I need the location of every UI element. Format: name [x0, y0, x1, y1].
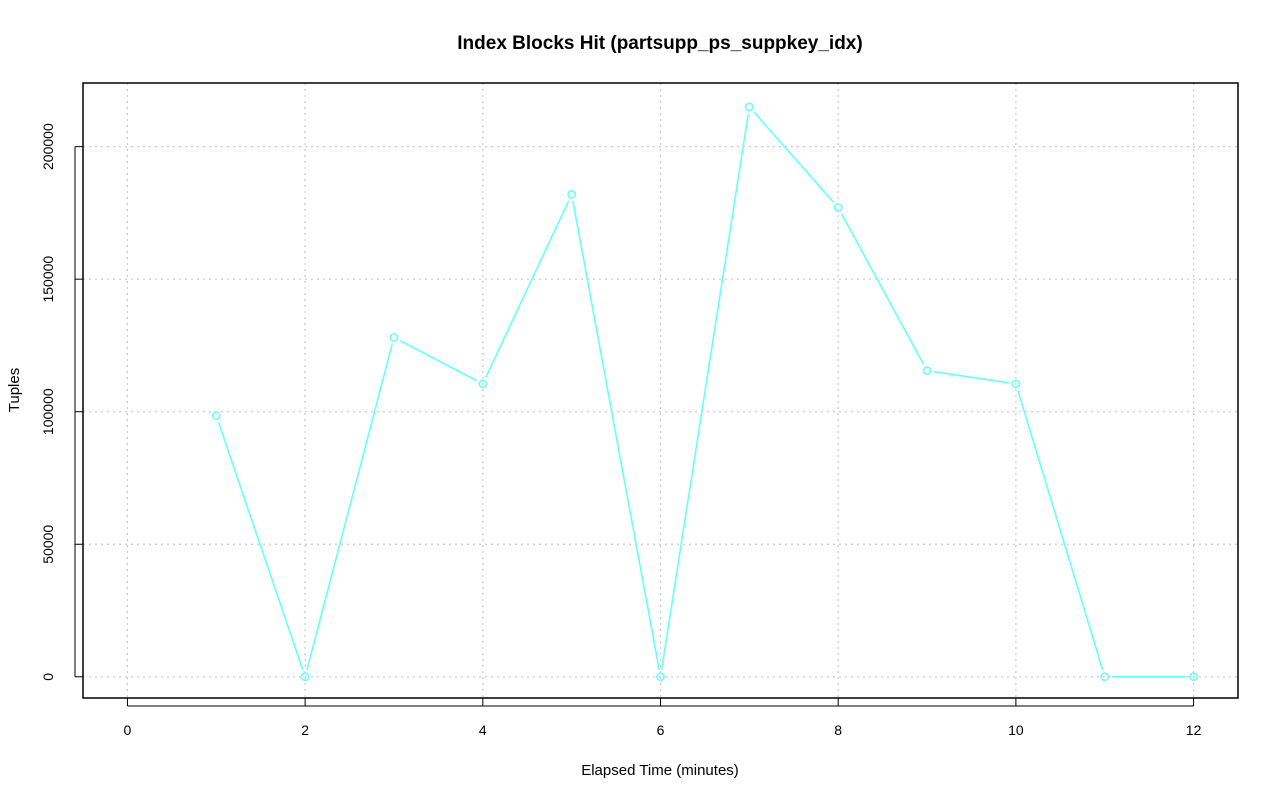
x-tick-label: 6: [657, 722, 665, 738]
data-point: [922, 366, 932, 376]
x-axis-label: Elapsed Time (minutes): [581, 762, 739, 779]
data-point: [1011, 379, 1021, 389]
series-line-segment: [840, 213, 925, 365]
series-line-segment: [399, 340, 477, 382]
series-line-segment: [1017, 390, 1104, 671]
x-tick-label: 0: [124, 722, 132, 738]
data-point: [1100, 672, 1110, 682]
data-point: [567, 189, 577, 199]
data-point: [833, 203, 843, 212]
data-point: [300, 672, 310, 682]
y-tick-label: 50000: [40, 525, 56, 564]
series-group: [211, 102, 1198, 682]
y-tick-label: 0: [40, 673, 56, 681]
y-tick-label: 100000: [40, 388, 56, 435]
data-point: [656, 672, 665, 682]
series-line-segment: [753, 111, 835, 203]
y-axis-label: Tuples: [6, 368, 23, 412]
data-point: [389, 333, 399, 342]
y-axis: 0 50000 100000 150000 200000: [40, 123, 83, 681]
data-point: [478, 379, 488, 389]
data-point: [1189, 672, 1198, 682]
grid-lines: [83, 83, 1238, 698]
x-tick-label: 12: [1186, 722, 1202, 738]
data-point: [744, 102, 754, 112]
x-tick-label: 2: [301, 722, 309, 738]
x-tick-label: 4: [479, 722, 487, 738]
chart-title: Index Blocks Hit (partsupp_ps_suppkey_id…: [457, 33, 862, 54]
series-line-segment: [306, 344, 393, 671]
y-tick-label: 200000: [40, 123, 56, 170]
series-line-segment: [933, 370, 1010, 384]
series-line-segment: [485, 200, 570, 378]
series-line-segment: [660, 113, 750, 670]
x-tick-label: 8: [834, 722, 842, 738]
series-line-segment: [217, 422, 304, 671]
x-axis: 0 2 4 6 8 10 12: [124, 698, 1202, 738]
y-tick-label: 150000: [40, 256, 56, 303]
x-tick-label: 10: [1008, 722, 1024, 738]
series-line-segment: [572, 201, 661, 671]
data-point: [211, 411, 221, 421]
